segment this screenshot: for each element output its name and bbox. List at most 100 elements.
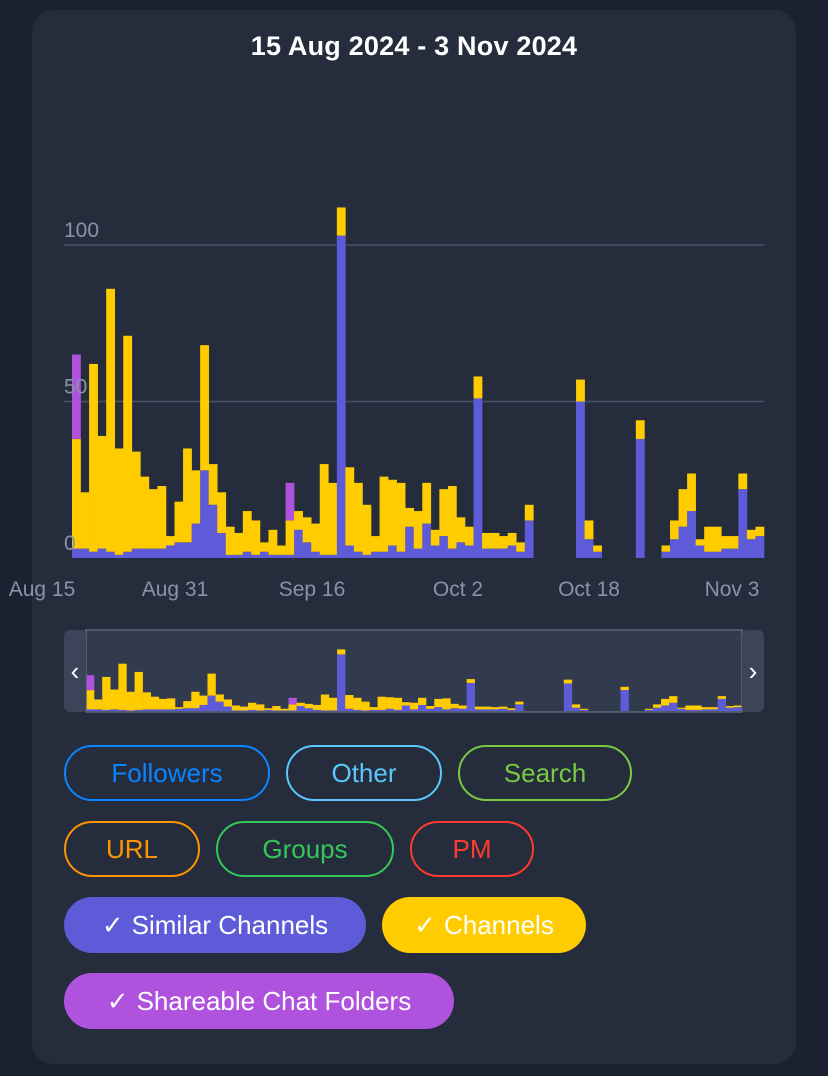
navigator-bar	[272, 710, 281, 711]
navigator-bar	[264, 708, 273, 710]
navigator-bar	[239, 706, 249, 711]
x-tick-label: Oct 2	[433, 578, 483, 601]
navigator-bar	[669, 702, 678, 711]
bar-segment	[413, 511, 423, 549]
navigator-bar	[312, 709, 322, 711]
bar-segment	[97, 548, 107, 558]
navigator-bar	[507, 709, 516, 711]
navigator-bar	[102, 709, 111, 711]
bar-segment	[319, 464, 329, 555]
filter-chip-label: PM	[452, 833, 492, 864]
navigator-bar	[515, 701, 524, 705]
navigator-bar	[86, 690, 95, 710]
navigator-bar	[661, 698, 670, 706]
filter-chip-label: Other	[331, 757, 397, 788]
navigator-bar	[580, 708, 589, 710]
bar-segment	[251, 554, 261, 558]
navigator-bar	[175, 708, 184, 711]
chart-bars	[72, 207, 765, 559]
checkmark-icon: ✓	[414, 909, 436, 940]
filter-chip-other[interactable]: Other	[286, 745, 442, 801]
navigator-left-handle[interactable]	[64, 630, 86, 712]
filter-chip-label: URL	[105, 833, 158, 864]
navigator-bar	[733, 705, 743, 708]
bar-segment	[311, 523, 321, 552]
navigator-bar	[304, 703, 313, 709]
bar-segment	[490, 532, 500, 549]
bar-segment	[388, 545, 397, 558]
navigator-bar	[644, 708, 654, 710]
x-tick-label: Aug 15	[9, 578, 76, 601]
bar-segment	[225, 554, 235, 558]
filter-chip-pm[interactable]: PM	[410, 821, 534, 877]
navigator-bar	[110, 709, 119, 711]
navigator-bar	[272, 706, 281, 711]
bar-segment	[353, 482, 363, 552]
navigator-bar	[458, 708, 467, 711]
navigator-bar	[247, 709, 257, 711]
bar-segment	[217, 532, 227, 558]
navigator-right-handle[interactable]	[742, 630, 764, 712]
navigator-bar	[126, 691, 135, 711]
bar-segment	[123, 551, 133, 558]
bar-segment	[157, 548, 167, 558]
bar-segment	[721, 536, 731, 549]
filter-chip-channels[interactable]: ✓ Channels	[382, 897, 586, 953]
range-navigator[interactable]: ‹ ›	[64, 629, 764, 713]
filter-chip-groups[interactable]: Groups	[216, 821, 394, 877]
filter-chip-search[interactable]: Search	[458, 745, 632, 801]
navigator-bar	[677, 707, 686, 709]
navigator-bar	[369, 709, 378, 711]
navigator-bar	[102, 676, 111, 710]
navigator-bar	[94, 699, 103, 710]
bar-segment	[447, 548, 457, 558]
bar-segment	[576, 401, 585, 558]
chevron-right-icon[interactable]: ›	[749, 656, 758, 686]
checkmark-icon: ✓	[106, 985, 129, 1016]
bar-segment	[140, 476, 150, 549]
bar-segment	[371, 536, 380, 552]
filter-chip-similar-channels[interactable]: ✓ Similar Channels	[64, 897, 366, 953]
navigator-bar	[507, 708, 516, 710]
bar-segment	[721, 548, 731, 558]
bar-segment	[704, 551, 714, 558]
navigator-bar	[685, 705, 694, 710]
navigator-bar	[458, 705, 467, 709]
navigator-bar	[693, 709, 702, 711]
filter-chip-label: Shareable Chat Folders	[136, 985, 412, 1016]
navigator-bar	[563, 683, 573, 711]
bar-segment	[729, 548, 739, 558]
navigator-bar	[328, 697, 338, 711]
navigator-bar	[118, 663, 127, 710]
bar-segment	[388, 479, 397, 546]
bar-segment	[285, 482, 295, 521]
bar-segment	[430, 529, 440, 546]
chevron-left-icon[interactable]: ‹	[71, 656, 80, 686]
bar-segment	[277, 554, 286, 558]
navigator-bars	[86, 649, 743, 711]
navigator-bar	[490, 707, 500, 710]
bar-segment	[200, 470, 209, 558]
filter-chip-url[interactable]: URL	[64, 821, 200, 877]
grid-lines	[64, 244, 764, 403]
bar-segment	[114, 448, 124, 555]
filter-chip-followers[interactable]: Followers	[64, 745, 270, 801]
bar-segment	[259, 542, 269, 552]
filter-chip-shareable-chat-folders[interactable]: ✓ Shareable Chat Folders	[64, 973, 454, 1029]
checkmark-icon: ✓	[101, 909, 124, 940]
navigator-bar	[661, 705, 670, 711]
bar-segment	[678, 526, 688, 558]
navigator-bar	[571, 704, 581, 708]
filter-chip-label: Search	[503, 757, 587, 788]
navigator-bar	[345, 708, 354, 711]
navigator-bar	[150, 696, 160, 710]
navigator-bar	[563, 679, 573, 684]
navigator-bar	[215, 694, 224, 702]
navigator-bar	[393, 697, 403, 710]
navigator-bar	[280, 710, 289, 711]
navigator-bar	[158, 709, 168, 711]
bar-segment	[396, 551, 406, 558]
navigator-bar	[175, 707, 184, 709]
navigator-bar	[353, 709, 362, 711]
navigator-bar	[312, 704, 322, 710]
